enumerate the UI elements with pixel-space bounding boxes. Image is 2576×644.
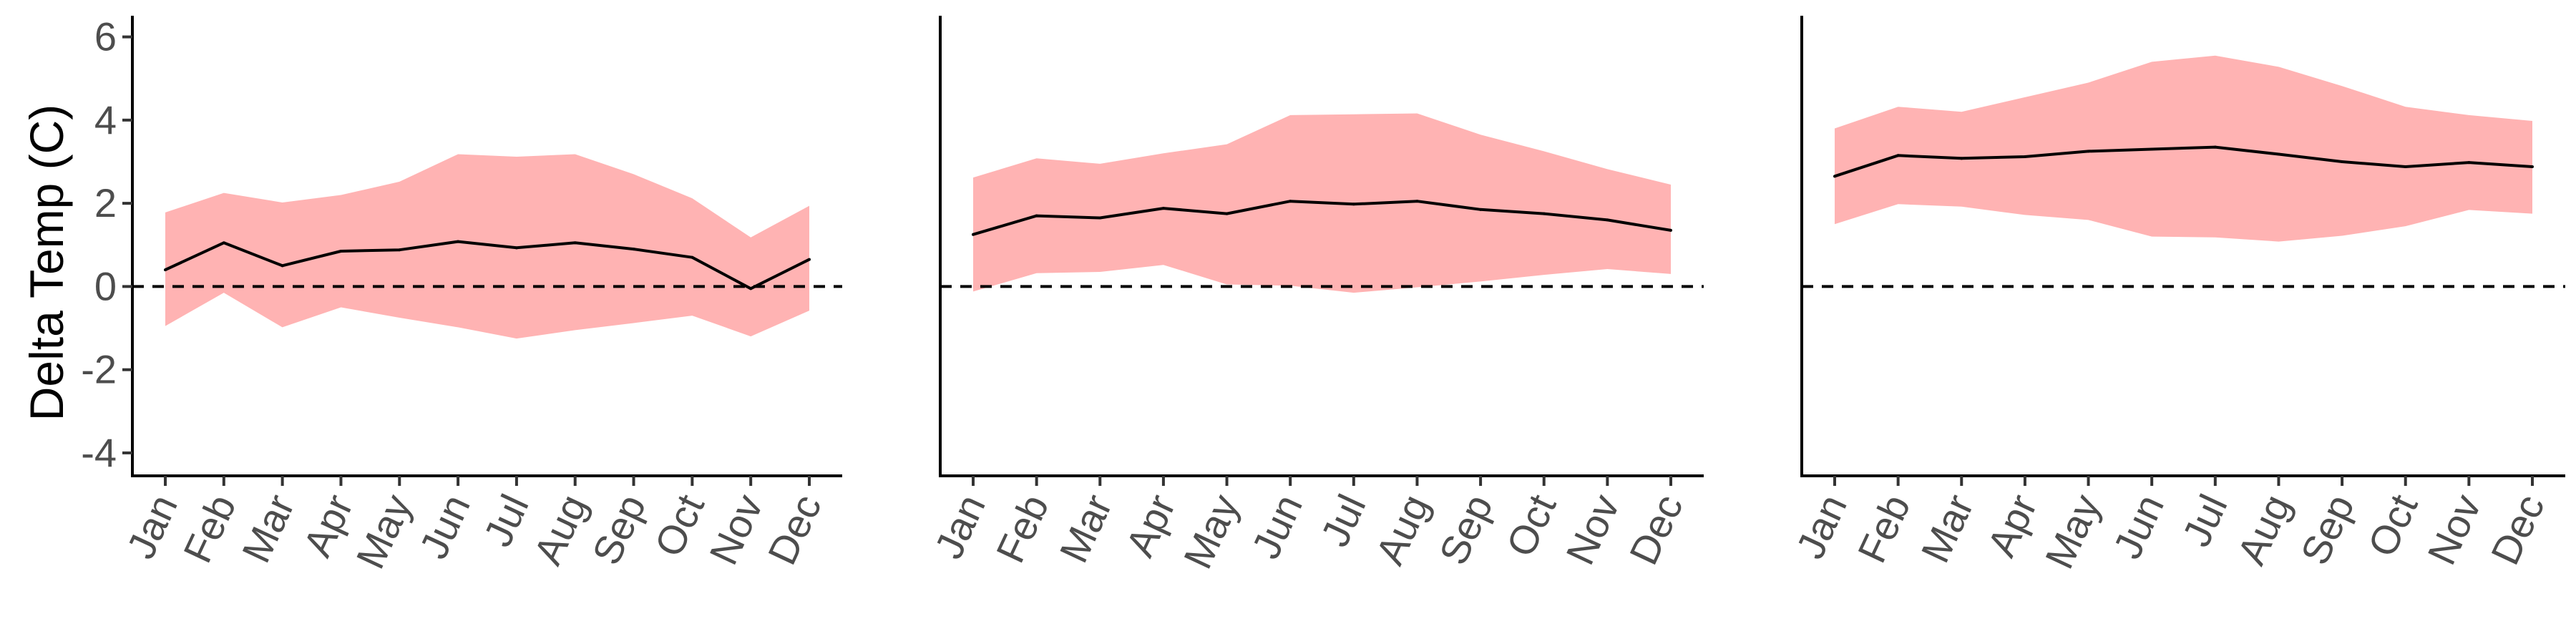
x-tick-label: Nov [2419, 487, 2489, 571]
x-tick-label: Mar [233, 487, 303, 569]
x-tick-label: Sep [2292, 487, 2363, 571]
y-tick-label: 4 [94, 97, 117, 142]
mean-point [280, 264, 284, 268]
mean-point [1352, 203, 1355, 206]
mean-point [749, 287, 753, 291]
mean-line [972, 200, 1672, 236]
mean-point [339, 249, 343, 253]
ribbon-band [165, 154, 809, 339]
mean-point [1161, 207, 1165, 210]
mean-point [1098, 216, 1102, 220]
mean-point [222, 241, 225, 245]
mean-point [398, 248, 401, 252]
x-tick-label: Jun [1243, 487, 1311, 565]
x-tick-label: Sep [1430, 487, 1501, 571]
x-tick-label: Apr [1117, 487, 1184, 563]
x-tick-label: Nov [701, 487, 771, 571]
mean-point [2531, 165, 2534, 168]
x-tick-label: Jun [2104, 487, 2172, 565]
y-tick-label: 0 [94, 263, 117, 308]
y-tick-label: 2 [94, 180, 117, 225]
x-tick-label: Jul [2173, 487, 2235, 553]
x-tick-label: Apr [1979, 487, 2046, 563]
mean-point [2404, 165, 2407, 168]
x-tick-label: May [347, 487, 420, 575]
x-tick-label: Oct [1498, 487, 1565, 563]
x-tick-label: Jul [1312, 487, 1374, 553]
mean-point [2150, 147, 2154, 151]
mean-point [2087, 150, 2090, 153]
x-tick-label: Sep [583, 487, 654, 571]
mean-point [1035, 214, 1038, 218]
mean-point [972, 233, 975, 236]
mean-point [514, 246, 518, 250]
x-tick-label: Jun [411, 487, 479, 565]
mean-point [573, 241, 577, 245]
x-tick-label: Mar [1912, 487, 1982, 569]
x-tick-label: Aug [2228, 487, 2299, 571]
mean-point [1896, 154, 1900, 157]
mean-point [1669, 228, 1672, 232]
x-tick-label: Jan [926, 487, 994, 565]
x-tick-label: Jan [1787, 487, 1855, 565]
x-tick-label: Aug [1367, 487, 1438, 571]
x-tick-label: Dec [759, 487, 830, 571]
mean-point [691, 255, 694, 259]
x-tick-label: Feb [175, 487, 245, 569]
y-tick-label: -2 [81, 347, 117, 392]
mean-point [1225, 212, 1229, 215]
x-tick-label: Jul [474, 487, 537, 553]
mean-point [808, 258, 811, 261]
mean-line [165, 240, 810, 291]
mean-point [1542, 212, 1546, 215]
mean-point [1415, 200, 1419, 203]
x-tick-label: Nov [1557, 487, 1628, 571]
x-tick-label: May [1175, 487, 1248, 575]
x-tick-label: Dec [1621, 487, 1692, 571]
mean-point [2277, 152, 2280, 156]
mean-point [632, 248, 635, 251]
x-tick-label: Dec [2482, 487, 2553, 571]
y-axis-title: Delta Temp (C) [20, 104, 73, 421]
mean-point [2213, 145, 2217, 149]
x-tick-label: Feb [987, 487, 1058, 569]
x-tick-label: Aug [525, 487, 595, 571]
panel-1: JanFebMarAprMayJunJulAugSepOctNovDec6420… [81, 14, 842, 575]
mean-line [1834, 145, 2533, 178]
mean-point [2467, 161, 2471, 165]
mean-point [1833, 175, 1836, 178]
x-tick-label: Jan [118, 487, 186, 565]
mean-point [1606, 218, 1609, 222]
mean-point [457, 240, 460, 243]
mean-point [1289, 200, 1292, 203]
x-tick-label: May [2036, 487, 2109, 575]
mean-point [2341, 160, 2344, 163]
mean-point [164, 268, 167, 272]
x-tick-label: Oct [2359, 487, 2426, 563]
mean-point [1479, 208, 1483, 211]
mean-point [2023, 155, 2026, 159]
y-tick-label: 6 [94, 14, 117, 59]
y-tick-label: -4 [81, 430, 117, 475]
mean-point [1960, 157, 1963, 160]
x-tick-label: Feb [1849, 487, 1919, 569]
x-tick-label: Mar [1050, 487, 1121, 569]
